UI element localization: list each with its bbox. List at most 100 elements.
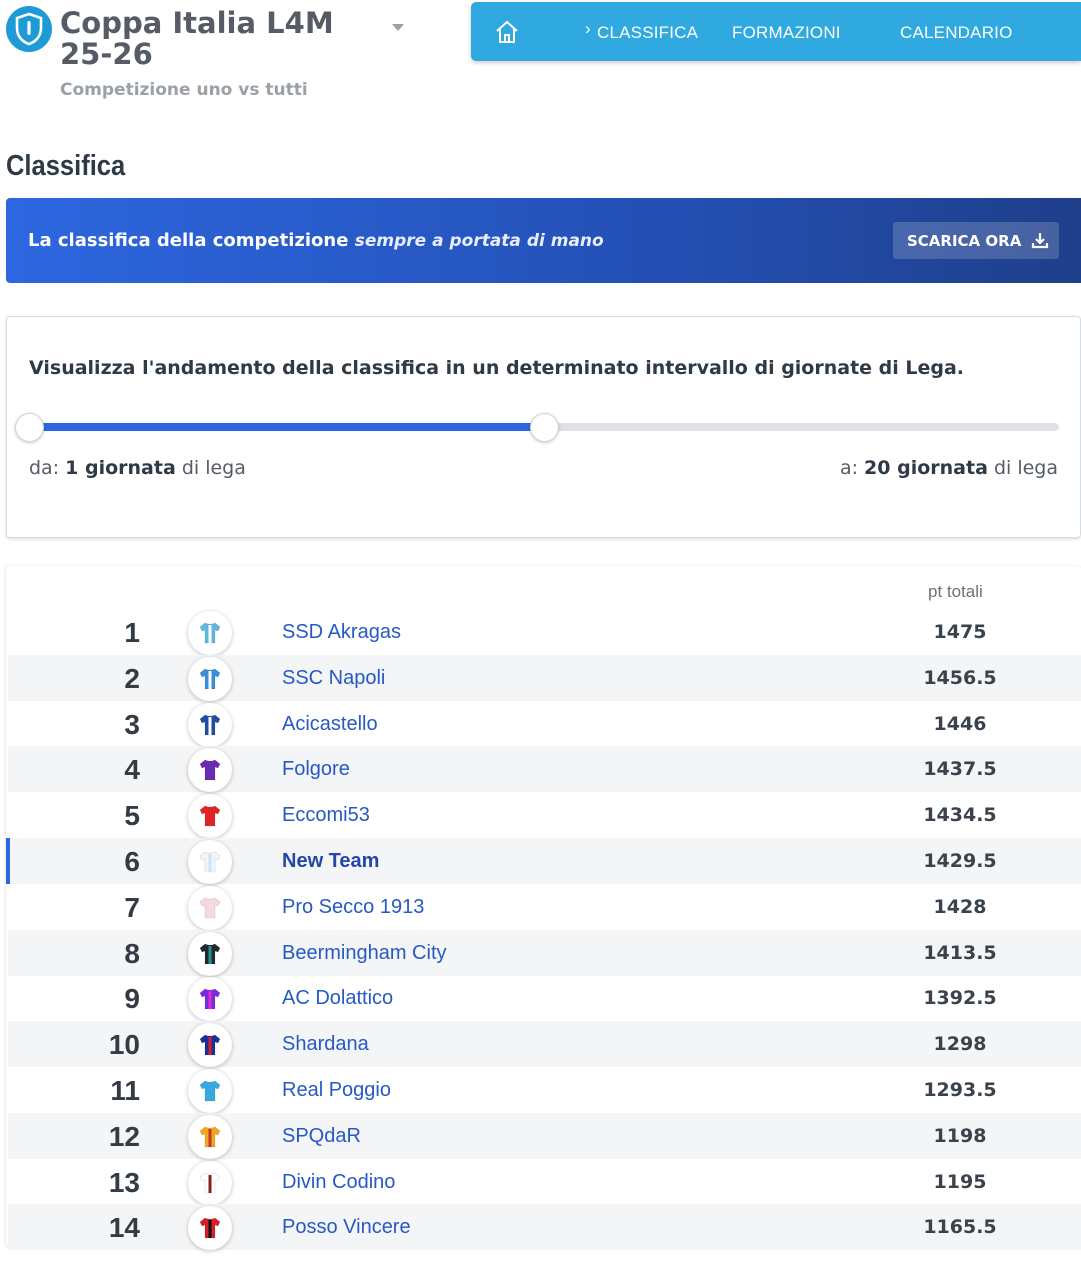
rank-number: 13 (108, 1166, 140, 1198)
table-row[interactable]: 12 SPQdaR 1198 (8, 1112, 1081, 1159)
total-points: 1456.5 (923, 666, 997, 689)
points-column-header: pt totali (928, 582, 983, 601)
total-points: 1165.5 (923, 1216, 997, 1239)
range-slider-start-handle[interactable] (15, 413, 44, 442)
team-shirt-icon (188, 977, 232, 1022)
table-row[interactable]: 2 SSC Napoli 1456.5 (8, 654, 1081, 701)
download-button[interactable]: SCARICA ORA (893, 222, 1059, 259)
standings-table: pt totali 1 SSD Akragas 1475 2 SSC Napoli 145… (6, 566, 1081, 1251)
team-name-link[interactable]: Shardana (282, 1033, 369, 1056)
team-shirt-icon (188, 840, 232, 884)
total-points: 1198 (933, 1124, 987, 1147)
table-row[interactable]: 3 Acicastello 1446 (8, 701, 1081, 747)
tab-formazioni[interactable]: FORMAZIONI (732, 23, 841, 42)
rank-number: 10 (108, 1029, 140, 1061)
team-shirt-icon (188, 1160, 232, 1205)
table-row[interactable]: 10 Shardana 1298 (8, 1021, 1081, 1068)
top-navigation: › CLASSIFICA FORMAZIONI CALENDARIO (471, 2, 1081, 61)
table-row[interactable]: 11 Real Poggio 1293.5 (8, 1067, 1081, 1113)
download-banner: La classifica della competizione sempre … (6, 198, 1081, 283)
rank-number: 2 (124, 662, 140, 694)
total-points: 1437.5 (923, 758, 997, 781)
rank-number: 5 (124, 800, 140, 832)
team-shirt-icon (188, 794, 232, 839)
table-row[interactable]: 4 Folgore 1437.5 (8, 746, 1081, 793)
table-row[interactable]: 8 Beermingham City 1413.5 (8, 929, 1081, 976)
competition-title-line2: 25-26 (60, 37, 153, 71)
range-card: Visualizza l'andamento della classifica … (6, 316, 1081, 538)
team-shirt-icon (188, 931, 232, 976)
team-shirt-icon (188, 748, 232, 793)
range-from-label: da: 1 giornata di lega (29, 457, 246, 479)
table-row[interactable]: 5 Eccomi53 1434.5 (8, 792, 1081, 839)
range-to-value: 20 giornata (864, 457, 988, 479)
table-row[interactable]: 1 SSD Akragas 1475 (8, 609, 1081, 655)
page-title: Classifica (6, 150, 126, 182)
total-points: 1392.5 (923, 987, 997, 1010)
range-from-suffix: di lega (181, 457, 246, 479)
team-name-link[interactable]: Beermingham City (282, 941, 447, 964)
table-row[interactable]: 7 Pro Secco 1913 1428 (8, 884, 1081, 930)
team-name-link[interactable]: SSC Napoli (282, 666, 386, 689)
range-from-prefix: da: (29, 457, 60, 479)
range-title: Visualizza l'andamento della classifica … (29, 357, 965, 379)
team-name-link[interactable]: Posso Vincere (282, 1216, 411, 1239)
table-row[interactable]: 13 Divin Codino 1195 (8, 1159, 1081, 1205)
team-shirt-icon (188, 1069, 232, 1113)
team-name-link[interactable]: SSD Akragas (282, 621, 401, 643)
table-row[interactable]: 6 New Team 1429.5 (6, 838, 1081, 884)
tab-calendario[interactable]: CALENDARIO (900, 23, 1013, 42)
rank-number: 12 (108, 1120, 140, 1152)
shield-icon (15, 12, 43, 46)
chevron-down-icon[interactable] (392, 24, 404, 31)
rank-number: 6 (124, 846, 140, 877)
team-name-link[interactable]: Acicastello (282, 712, 378, 735)
competition-subtitle: Competizione uno vs tutti (60, 80, 308, 100)
team-shirt-icon (188, 611, 232, 655)
total-points: 1298 (933, 1033, 987, 1056)
total-points: 1428 (933, 895, 987, 918)
table-row[interactable]: 9 AC Dolattico 1392.5 (8, 975, 1081, 1022)
rank-number: 1 (124, 617, 140, 648)
team-name-link[interactable]: SPQdaR (282, 1124, 361, 1147)
team-shirt-icon (188, 1023, 232, 1068)
competition-title-line1: Coppa Italia L4M (60, 6, 334, 40)
range-from-value: 1 giornata (65, 457, 176, 479)
range-slider-end-handle[interactable] (530, 413, 559, 442)
rank-number: 3 (124, 708, 140, 740)
total-points: 1413.5 (923, 941, 997, 964)
rank-number: 7 (124, 891, 140, 923)
tab-classifica[interactable]: CLASSIFICA (597, 23, 699, 42)
total-points: 1195 (933, 1170, 987, 1193)
banner-text: La classifica della competizione sempre … (28, 230, 604, 251)
competition-title[interactable]: Coppa Italia L4M 25-26 (60, 8, 334, 70)
download-button-label: SCARICA ORA (907, 231, 1022, 250)
competition-logo (6, 6, 52, 52)
rank-number: 11 (110, 1075, 140, 1106)
range-to-label: a: 20 giornata di lega (840, 457, 1058, 479)
banner-text-bold: La classifica della competizione (28, 230, 349, 251)
total-points: 1429.5 (923, 850, 997, 872)
rank-number: 8 (124, 937, 140, 969)
team-name-link[interactable]: Folgore (282, 758, 350, 781)
download-icon (1032, 233, 1049, 249)
team-shirt-icon (188, 656, 232, 701)
team-name-link[interactable]: AC Dolattico (282, 987, 394, 1010)
range-slider-fill (29, 423, 544, 431)
team-name-link[interactable]: Divin Codino (282, 1170, 396, 1193)
team-name-link[interactable]: Pro Secco 1913 (282, 895, 425, 918)
total-points: 1434.5 (923, 804, 997, 827)
rank-number: 14 (108, 1212, 140, 1244)
total-points: 1446 (933, 712, 987, 735)
rank-number: 9 (124, 983, 140, 1015)
range-to-prefix: a: (839, 457, 858, 479)
total-points: 1475 (933, 621, 987, 643)
team-shirt-icon (188, 1114, 232, 1159)
table-row[interactable]: 14 Posso Vincere 1165.5 (8, 1204, 1081, 1251)
team-name-link[interactable]: Real Poggio (282, 1079, 391, 1101)
team-shirt-icon (188, 702, 232, 747)
team-name-link[interactable]: Eccomi53 (282, 804, 370, 827)
team-name-link[interactable]: New Team (282, 850, 380, 872)
total-points: 1293.5 (923, 1079, 997, 1101)
home-icon[interactable] (493, 18, 521, 46)
